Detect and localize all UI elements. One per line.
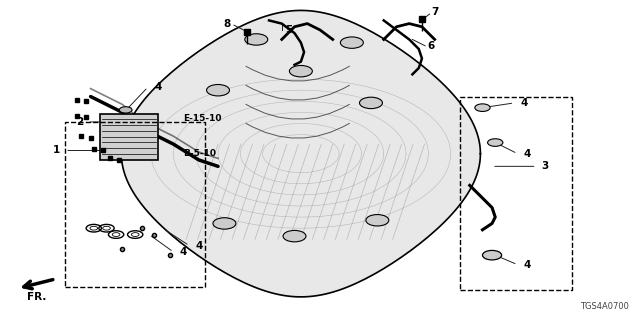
Circle shape (289, 66, 312, 77)
Text: 6: 6 (427, 41, 435, 51)
Text: 1: 1 (52, 146, 60, 156)
Text: 4: 4 (154, 82, 162, 92)
Circle shape (213, 218, 236, 229)
Text: 4: 4 (180, 247, 187, 257)
Text: E-15-10: E-15-10 (183, 114, 221, 123)
Text: 4: 4 (521, 98, 528, 108)
Circle shape (475, 104, 490, 111)
Circle shape (340, 37, 364, 48)
Circle shape (483, 251, 502, 260)
Text: TGS4A0700: TGS4A0700 (580, 302, 629, 311)
Circle shape (245, 34, 268, 45)
Text: B-5-10: B-5-10 (183, 149, 216, 158)
Circle shape (488, 139, 503, 146)
Text: 2: 2 (76, 117, 83, 127)
Circle shape (119, 107, 132, 113)
Text: 8: 8 (223, 19, 231, 29)
Bar (65, 122, 205, 287)
Text: FR.: FR. (27, 292, 46, 302)
Polygon shape (122, 11, 481, 297)
Text: 4: 4 (524, 149, 531, 159)
Text: 5: 5 (285, 25, 292, 35)
Text: 4: 4 (196, 241, 203, 251)
Circle shape (360, 97, 383, 108)
Text: 3: 3 (541, 161, 548, 171)
Bar (100, 114, 157, 160)
Text: 4: 4 (524, 260, 531, 270)
Circle shape (283, 230, 306, 242)
Text: 7: 7 (431, 7, 439, 18)
Bar (460, 97, 572, 290)
Circle shape (366, 215, 389, 226)
Circle shape (207, 84, 230, 96)
